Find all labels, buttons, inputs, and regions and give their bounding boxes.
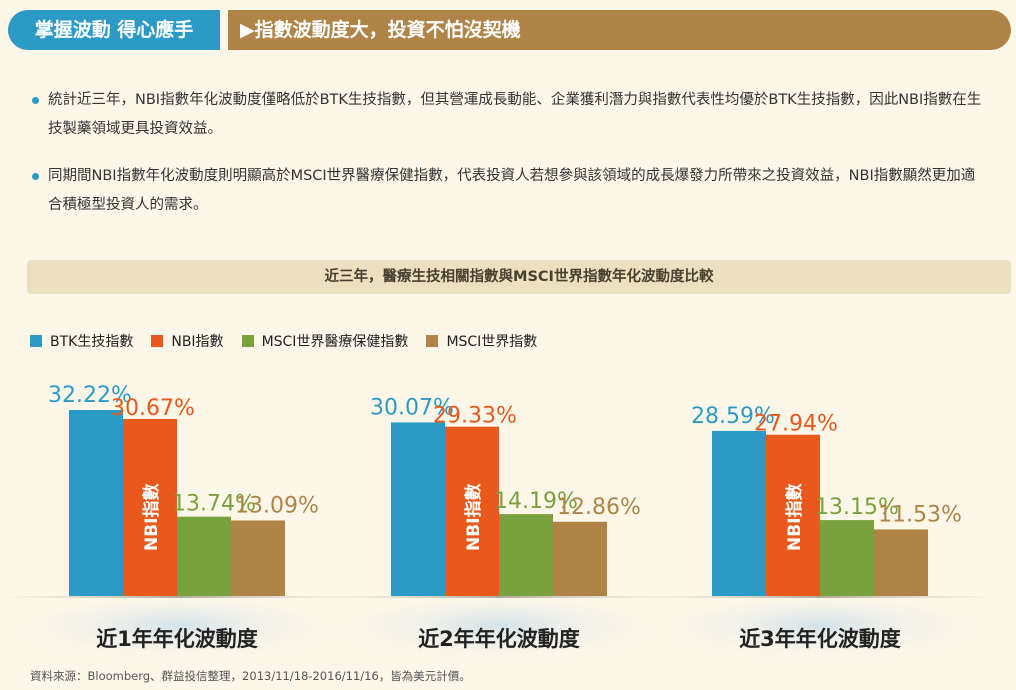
bullet-dot-icon: [32, 173, 39, 180]
data-label: 32.22%: [48, 383, 132, 408]
data-label: 30.07%: [370, 395, 454, 420]
legend-label: MSCI世界醫療保健指數: [261, 334, 409, 350]
bullet-item: 同期間NBI指數年化波動度則明顯高於MSCI世界醫療保健指數，代表投資人若想參與…: [32, 162, 982, 220]
group-baseline: [324, 596, 674, 598]
bar-msci-world-2: [553, 521, 607, 596]
legend-item-msci-health: MSCI世界醫療保健指數: [241, 331, 409, 351]
bar-nbi-3: [766, 434, 820, 596]
bar-msci-world-1: [231, 520, 285, 596]
header-bar: 掌握波動 得心應手 ▶指數波動度大，投資不怕沒契機: [8, 10, 1011, 50]
data-label: 14.19%: [494, 489, 578, 514]
group-base-glow: [349, 600, 649, 664]
bar-inner-label: NBI指數: [463, 483, 484, 551]
bar-btk-3: [712, 430, 766, 596]
category-label: 近1年年化波動度: [96, 627, 258, 651]
header-divider: [220, 10, 228, 50]
bullet-list: 統計近三年，NBI指數年化波動度僅略低於BTK生技指數，但其營運成長動能、企業獲…: [32, 86, 982, 238]
bar-inner-label: NBI指數: [784, 483, 805, 551]
bullet-dot-icon: [32, 97, 39, 104]
data-label: 27.94%: [754, 412, 838, 437]
bar-nbi-1: [123, 418, 177, 596]
bar-msci-world-3: [874, 529, 928, 596]
data-label: 13.15%: [815, 495, 899, 520]
data-label: 30.67%: [111, 396, 195, 421]
group-base-glow: [670, 600, 970, 664]
legend-swatch: [426, 335, 439, 347]
legend-label: MSCI世界指數: [446, 334, 538, 350]
legend-item-btk: BTK生技指數: [30, 331, 133, 351]
data-label: 13.09%: [235, 493, 319, 518]
group-base-glow: [27, 600, 327, 664]
bar-nbi-2: [445, 426, 499, 596]
legend-swatch: [30, 335, 42, 347]
bar-msci-health-3: [820, 520, 874, 596]
bar-msci-health-1: [177, 516, 231, 596]
category-label: 近2年年化波動度: [418, 627, 580, 651]
chart-caption: 近三年，醫療生技相關指數與MSCI世界指數年化波動度比較: [27, 260, 1011, 294]
legend-item-msci-world: MSCI世界指數: [426, 331, 537, 351]
legend-label: BTK生技指數: [50, 334, 134, 350]
header-right-title: ▶指數波動度大，投資不怕沒契機: [240, 19, 521, 41]
source-note: 資料來源：Bloomberg、群益投信整理，2013/11/18-2016/11…: [30, 669, 471, 683]
header-left-title: 掌握波動 得心應手: [8, 10, 220, 50]
bullet-text: 同期間NBI指數年化波動度則明顯高於MSCI世界醫療保健指數，代表投資人若想參與…: [48, 168, 976, 213]
group-baseline: [2, 596, 352, 598]
legend-swatch: [151, 335, 164, 347]
category-label: 近3年年化波動度: [739, 627, 901, 651]
bar-btk-2: [391, 422, 445, 596]
data-label: 28.59%: [691, 404, 775, 429]
data-label: 11.53%: [878, 502, 962, 527]
legend-label: NBI指數: [171, 334, 224, 350]
legend-swatch: [241, 335, 254, 347]
bullet-text: 統計近三年，NBI指數年化波動度僅略低於BTK生技指數，但其營運成長動能、企業獲…: [48, 92, 982, 137]
bar-msci-health-2: [499, 514, 553, 596]
chart-legend: BTK生技指數 NBI指數 MSCI世界醫療保健指數 MSCI世界指數: [30, 331, 555, 351]
bullet-item: 統計近三年，NBI指數年化波動度僅略低於BTK生技指數，但其營運成長動能、企業獲…: [32, 86, 982, 144]
data-label: 12.86%: [557, 495, 641, 520]
group-baseline: [645, 596, 995, 598]
bar-btk-1: [69, 410, 123, 596]
legend-item-nbi: NBI指數: [151, 331, 224, 351]
data-label: 13.74%: [172, 492, 256, 517]
data-label: 29.33%: [433, 404, 517, 429]
bar-inner-label: NBI指數: [141, 483, 162, 551]
